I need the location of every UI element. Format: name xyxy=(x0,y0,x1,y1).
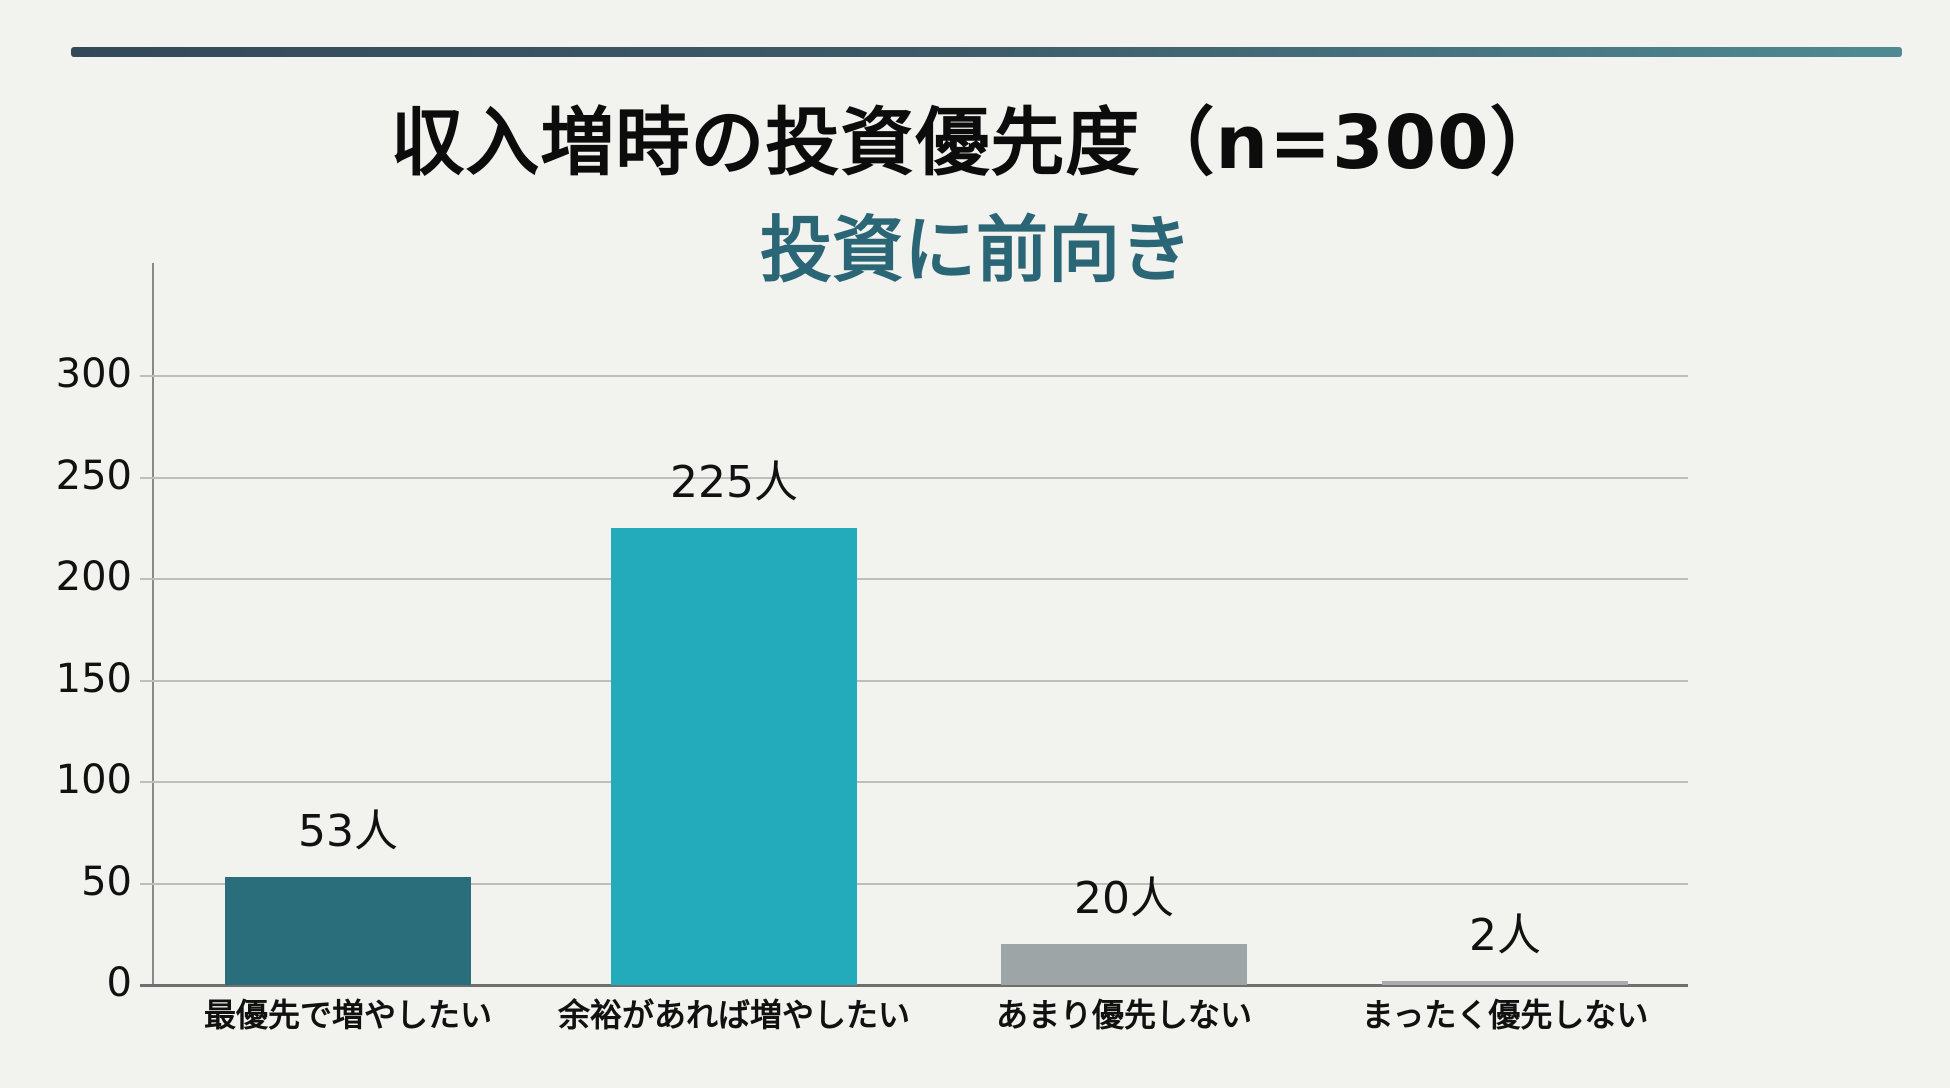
y-axis-line xyxy=(152,263,154,986)
y-tick-label: 50 xyxy=(81,858,132,905)
bar[interactable] xyxy=(225,877,471,985)
gridline xyxy=(140,476,1688,479)
bar-value-label: 53人 xyxy=(298,806,398,858)
x-category-label: あまり優先しない xyxy=(995,996,1252,1034)
bar[interactable] xyxy=(1382,980,1628,985)
gridline xyxy=(140,882,1688,885)
bar-value-label: 20人 xyxy=(1074,873,1174,925)
gridline xyxy=(140,679,1688,682)
y-tick-label: 0 xyxy=(106,960,132,1006)
gridline xyxy=(140,375,1688,377)
bar[interactable] xyxy=(1001,944,1247,985)
bar-value-label: 225人 xyxy=(670,457,798,509)
header-rule xyxy=(71,47,1902,57)
y-tick-label: 200 xyxy=(55,554,132,600)
chart-title: 収入増時の投資優先度（n=300） xyxy=(390,100,1565,186)
x-axis-line xyxy=(140,984,1688,987)
bar-value-label: 2人 xyxy=(1469,909,1541,961)
x-category-label: 余裕があれば増やしたい xyxy=(557,996,910,1034)
gridline xyxy=(140,578,1688,580)
y-tick-label: 150 xyxy=(55,655,132,702)
chart-subtitle: 投資に前向き xyxy=(759,208,1192,292)
x-category-label: 最優先で増やしたい xyxy=(203,996,492,1034)
y-tick-label: 300 xyxy=(55,351,132,397)
y-tick-label: 250 xyxy=(55,452,132,499)
y-tick-label: 100 xyxy=(55,757,132,803)
bar[interactable] xyxy=(611,528,857,985)
gridline xyxy=(140,781,1688,783)
x-category-label: まったく優先しない xyxy=(1361,996,1649,1034)
